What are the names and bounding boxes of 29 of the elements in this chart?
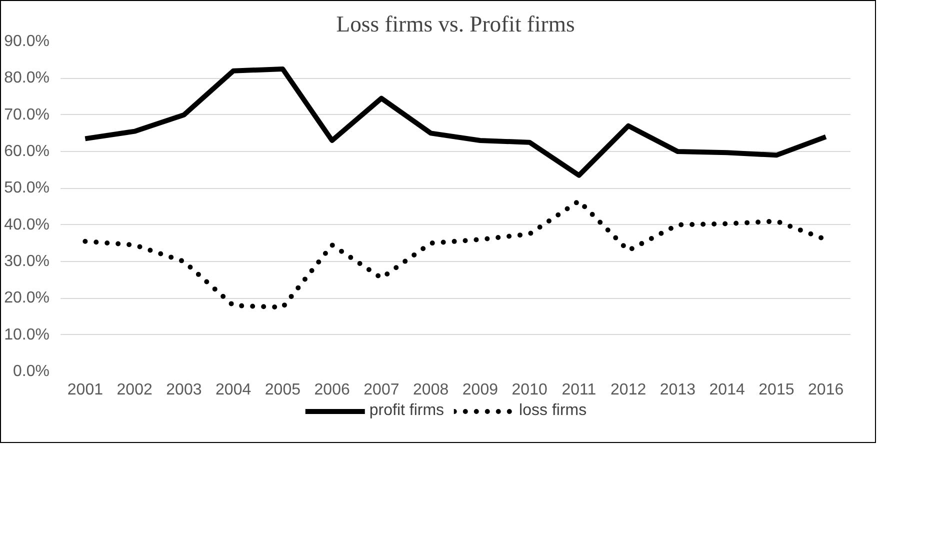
y-tick-label: 20.0% (4, 290, 50, 307)
x-tick-label: 2007 (364, 382, 400, 398)
y-tick-label: 10.0% (4, 326, 50, 344)
y-tick-label: 80.0% (4, 70, 50, 87)
x-tick-label: 2002 (116, 382, 152, 398)
x-tick-label: 2010 (512, 382, 548, 398)
x-tick-label: 2014 (709, 382, 745, 398)
x-tick-label: 2013 (660, 382, 696, 398)
x-tick-label: 2015 (758, 382, 794, 398)
x-tick-label: 2005 (264, 382, 301, 398)
x-tick-label: 2004 (216, 382, 252, 398)
x-tick-label: 2016 (808, 382, 844, 398)
x-tick-label: 2001 (67, 382, 104, 398)
x-tick-label: 2012 (610, 382, 646, 398)
y-tick-label: 40.0% (4, 216, 50, 234)
y-tick-label: 60.0% (4, 143, 50, 160)
x-tick-label: 2003 (166, 382, 202, 398)
x-tick-label: 2008 (413, 382, 449, 398)
y-tick-label: 50.0% (4, 180, 50, 197)
y-tick-label: 70.0% (4, 106, 50, 124)
y-tick-label: 30.0% (4, 253, 50, 270)
y-tick-label: 90.0% (4, 33, 50, 50)
x-tick-label: 2006 (314, 382, 350, 398)
chart-title: Loss firms vs. Profit firms (336, 12, 575, 36)
legend-label: profit firms (369, 402, 444, 420)
x-tick-label: 2011 (562, 382, 596, 398)
y-tick-label: 0.0% (13, 363, 50, 380)
legend-label: loss firms (519, 402, 587, 420)
x-tick-label: 2009 (462, 382, 498, 398)
